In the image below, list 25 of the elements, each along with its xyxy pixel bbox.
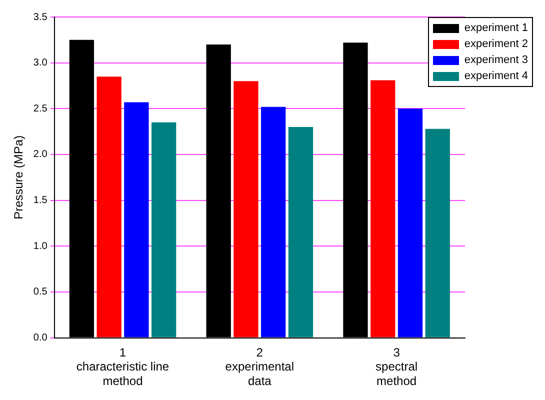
x-tick-label: 3 spectral method — [376, 345, 418, 388]
bar — [288, 126, 314, 338]
bar — [234, 81, 258, 338]
x-tick-label: 2 experimental data — [225, 345, 294, 388]
legend-label: experiment 3 — [464, 54, 528, 66]
bar — [398, 108, 423, 338]
bar — [96, 76, 122, 338]
y-axis-title: Pressure (MPa) — [12, 135, 26, 220]
y-tick-label: 3.5 — [33, 12, 48, 23]
y-tick-label: 0.5 — [33, 286, 48, 298]
y-tick-label: 2.5 — [33, 103, 48, 114]
y-tick-label: 2.0 — [33, 149, 48, 160]
bar — [370, 80, 396, 338]
y-tick-label: 1.5 — [33, 195, 48, 206]
legend-label: experiment 4 — [464, 70, 528, 82]
bar — [124, 102, 149, 338]
legend-label: experiment 2 — [464, 38, 528, 50]
y-tick-label: 0.0 — [33, 332, 48, 344]
bar — [425, 128, 450, 338]
x-tick-label: 1 characteristic line method — [76, 345, 170, 388]
y-tick-label: 1.0 — [33, 240, 48, 252]
y-tick-label: 3.0 — [33, 58, 48, 69]
legend-label: experiment 1 — [464, 22, 528, 34]
bar — [261, 106, 286, 338]
bar — [152, 122, 176, 338]
